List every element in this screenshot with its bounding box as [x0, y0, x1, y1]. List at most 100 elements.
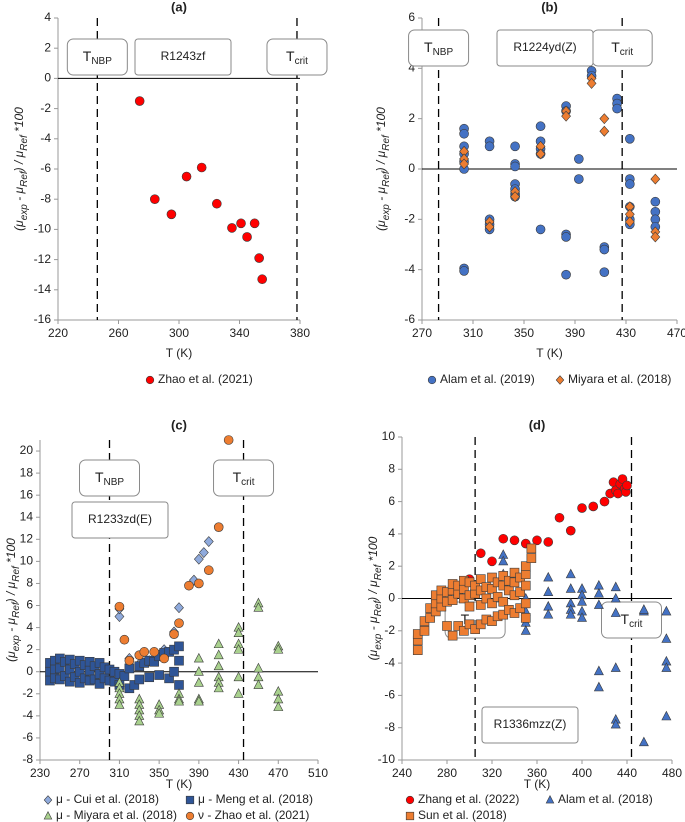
point	[442, 621, 452, 631]
point	[520, 569, 531, 580]
point	[509, 535, 520, 546]
point	[577, 596, 587, 606]
y-label-part: Ref	[11, 565, 22, 582]
point	[470, 580, 480, 591]
point	[520, 625, 531, 635]
point	[55, 663, 65, 674]
x-tick-label: 510	[308, 766, 328, 780]
point	[425, 613, 435, 623]
point	[610, 581, 621, 592]
x-tick-label: 470	[268, 766, 288, 780]
annotation: Tcrit	[621, 611, 643, 630]
y-label-part: Ref	[381, 134, 392, 151]
legend-label: Sun et al. (2018)	[418, 808, 507, 822]
point	[470, 624, 480, 634]
substance-box	[71, 501, 169, 539]
x-tick-label: 280	[437, 766, 457, 780]
y-tick-label: -2	[22, 686, 33, 700]
y-tick-label: -4	[22, 708, 33, 722]
point	[253, 662, 264, 673]
point	[60, 671, 70, 681]
point	[650, 173, 661, 185]
y-tick-label: 4	[408, 61, 415, 75]
legend-marker	[145, 375, 155, 385]
point	[184, 580, 194, 591]
point	[593, 579, 604, 590]
point	[213, 638, 224, 649]
point	[154, 670, 164, 680]
x-tick-label: 440	[617, 766, 637, 780]
annotation-sub: crit	[629, 619, 643, 630]
point	[233, 644, 244, 654]
annotation-main: T	[461, 611, 470, 627]
point	[119, 671, 130, 681]
point	[150, 194, 160, 204]
point	[233, 688, 244, 698]
y-tick-label: -6	[40, 161, 51, 175]
annotation: Tcrit	[233, 469, 255, 488]
point	[212, 198, 222, 209]
y-tick-label: 10	[382, 429, 396, 443]
y-label-part: Ref	[373, 563, 384, 580]
y-label-part: (μ	[366, 649, 380, 660]
point	[203, 536, 214, 547]
point	[510, 161, 520, 172]
point	[74, 666, 85, 677]
point	[253, 679, 264, 689]
annotation-box	[79, 459, 140, 497]
x-axis-label: T (K)	[166, 346, 192, 360]
point	[661, 605, 672, 616]
point	[593, 588, 604, 598]
substance-label: R1336mzz(Z)	[494, 717, 567, 731]
point	[515, 587, 525, 597]
y-tick-label: 16	[20, 487, 34, 501]
point	[94, 679, 105, 689]
y-tick-label: -2	[40, 101, 51, 115]
point	[492, 592, 503, 602]
point	[198, 547, 209, 559]
point	[174, 602, 184, 614]
point	[159, 653, 169, 664]
point	[475, 548, 486, 559]
y-tick-label: -12	[34, 252, 52, 266]
y-tick-label: 4	[388, 526, 395, 540]
point	[419, 625, 430, 636]
y-tick-label: 2	[408, 111, 415, 125]
point	[249, 218, 260, 229]
y-tick-label: 4	[44, 10, 51, 24]
annotation-sub: crit	[295, 56, 309, 67]
y-label-part: Ref	[373, 600, 384, 617]
substance-label: R1233zd(E)	[88, 512, 152, 526]
point	[599, 496, 610, 507]
point	[459, 128, 469, 139]
point	[166, 209, 177, 220]
point	[154, 708, 165, 718]
chart-title: (b)	[541, 0, 558, 14]
point	[114, 611, 125, 623]
legend-marker	[405, 795, 415, 805]
substance-label: R1224yd(Z)	[513, 40, 576, 54]
point	[504, 585, 514, 596]
point	[475, 574, 486, 584]
legend-label: μ - Cui et al. (2018)	[56, 792, 159, 806]
point	[233, 627, 244, 638]
annotation-main: T	[286, 48, 295, 64]
x-tick-label: 470	[667, 326, 685, 340]
annotation-main: T	[95, 469, 104, 485]
annotation-box	[266, 38, 328, 76]
point	[149, 647, 159, 657]
point	[174, 695, 184, 706]
point	[487, 598, 497, 609]
y-tick-label: -2	[404, 212, 415, 226]
point	[464, 619, 475, 630]
point	[233, 671, 244, 682]
point	[543, 537, 554, 547]
point	[622, 480, 632, 491]
y-label-part: exp	[11, 635, 22, 652]
point	[510, 141, 520, 152]
y-label-part: (μ	[4, 651, 18, 662]
substance-box	[496, 29, 594, 67]
x-tick-label: 230	[30, 766, 50, 780]
point	[526, 553, 537, 563]
y-label-part: (μ	[374, 220, 388, 231]
